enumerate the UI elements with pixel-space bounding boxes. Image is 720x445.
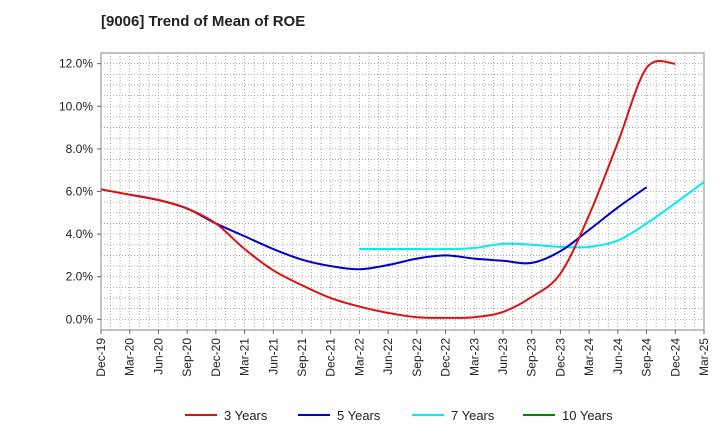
x-tick-label: Dec-23 [553, 338, 567, 377]
chart-title: [9006] Trend of Mean of ROE [101, 13, 306, 30]
x-tick-label: Mar-20 [123, 338, 137, 376]
legend-label-10-years: 10 Years [562, 408, 613, 423]
x-tick-label: Mar-25 [697, 338, 711, 376]
grid-lines [101, 53, 704, 330]
x-tick-label: Jun-21 [266, 338, 280, 375]
y-tick-label: 12.0% [59, 57, 93, 71]
legend-label-7-years: 7 Years [451, 408, 495, 423]
x-tick-label: Jun-22 [381, 338, 395, 375]
series-line-3-years [100, 59, 676, 319]
series-line-7-years [359, 181, 705, 251]
series-lines [100, 59, 705, 319]
y-tick-label: 6.0% [66, 185, 94, 199]
x-tick-label: Mar-21 [238, 338, 252, 376]
axes: 0.0% 2.0% 4.0% 6.0% 8.0% 10.0% 12.0% Dec-19 Mar-… [59, 57, 711, 377]
x-tick-label: Sep-24 [640, 338, 654, 377]
x-tick-label: Jun-24 [611, 338, 625, 375]
x-tick-label: Sep-20 [180, 338, 194, 377]
legend-label-5-years: 5 Years [337, 408, 381, 423]
x-tick-label: Jun-20 [151, 338, 165, 375]
y-tick-label: 0.0% [66, 312, 94, 326]
legend: 3 Years 5 Years 7 Years 10 Years [185, 408, 613, 423]
y-tick-label: 2.0% [66, 270, 94, 284]
x-tick-label: Jun-23 [496, 338, 510, 375]
x-tick-label: Sep-23 [525, 338, 539, 377]
y-tick-label: 10.0% [59, 99, 93, 113]
x-tick-label: Mar-24 [582, 338, 596, 376]
x-tick-label: Dec-24 [668, 338, 682, 377]
plot-area [100, 52, 705, 331]
x-tick-label: Dec-22 [439, 338, 453, 377]
x-tick-label: Dec-21 [324, 338, 338, 377]
x-tick-label: Sep-22 [410, 338, 424, 377]
y-tick-label: 8.0% [66, 142, 94, 156]
x-tick-label: Dec-19 [94, 338, 108, 377]
x-tick-label: Mar-22 [352, 338, 366, 376]
legend-label-3-years: 3 Years [224, 408, 268, 423]
y-tick-label: 4.0% [66, 227, 94, 241]
x-tick-label: Dec-20 [209, 338, 223, 377]
x-tick-label: Sep-21 [295, 338, 309, 377]
x-tick-label: Mar-23 [467, 338, 481, 376]
